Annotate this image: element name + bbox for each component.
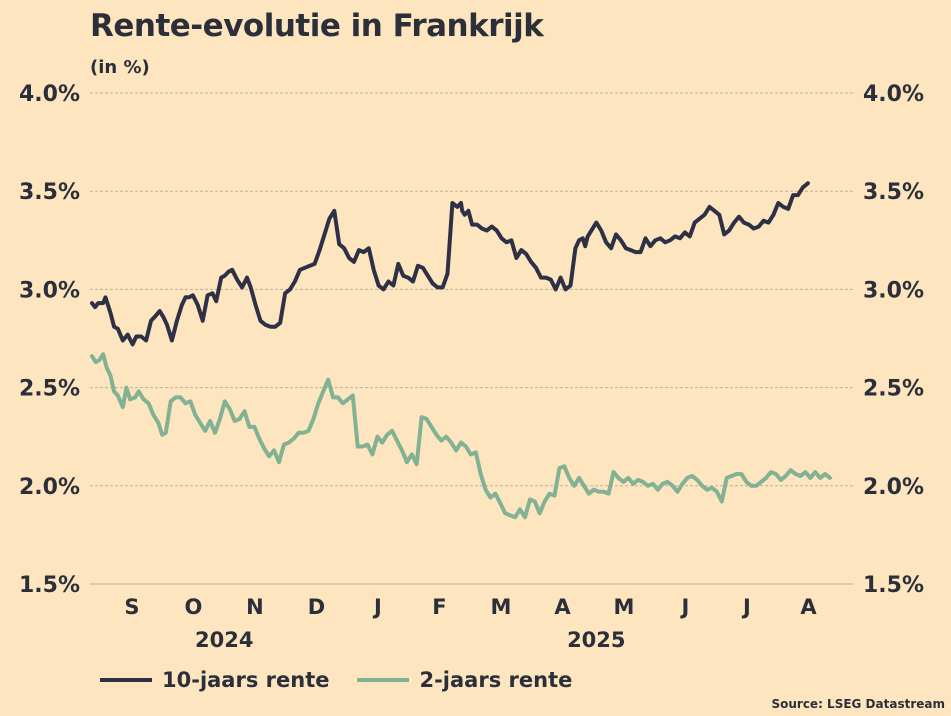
legend: 10-jaars rente 2-jaars rente [100, 668, 600, 692]
x-tick-label: F [432, 595, 446, 619]
y-tick-label-right: 4.0% [863, 82, 924, 107]
y-tick-label-right: 3.5% [863, 180, 924, 205]
x-tick-label: J [741, 595, 751, 619]
series-line-10y [90, 181, 810, 347]
year-label: 2025 [567, 628, 625, 652]
x-tick-label: J [372, 595, 382, 619]
x-tick-label: M [614, 595, 635, 619]
legend-item-2y: 2-jaars rente [357, 668, 572, 692]
y-tick-label-left: 2.5% [19, 377, 80, 402]
y-tick-label-right: 1.5% [863, 573, 924, 598]
y-tick-label-left: 3.0% [19, 278, 80, 303]
x-tick-label: D [308, 595, 325, 619]
x-tick-label: N [246, 595, 264, 619]
legend-item-10y: 10-jaars rente [100, 668, 329, 692]
legend-swatch-2y [357, 678, 410, 682]
source-note: Source: LSEG Datastream [771, 697, 945, 711]
x-tick-label: S [124, 595, 139, 619]
chart-title: Rente-evolutie in Frankrijk [90, 8, 544, 44]
series-line-2y [90, 352, 832, 520]
y-tick-label-right: 2.5% [863, 377, 924, 402]
y-tick-label-left: 1.5% [19, 573, 80, 598]
x-tick-label: J [680, 595, 690, 619]
x-tick-label: O [185, 595, 203, 619]
chart-subtitle: (in %) [90, 57, 150, 78]
year-label: 2024 [195, 628, 253, 652]
y-tick-label-left: 3.5% [19, 180, 80, 205]
x-tick-label: M [491, 595, 512, 619]
y-tick-label-left: 4.0% [19, 82, 80, 107]
y-tick-label-left: 2.0% [19, 475, 80, 500]
x-tick-label: A [800, 595, 817, 619]
x-tick-label: A [554, 595, 571, 619]
legend-label-10y: 10-jaars rente [162, 668, 330, 692]
y-tick-label-right: 3.0% [863, 278, 924, 303]
y-tick-label-right: 2.0% [863, 475, 924, 500]
legend-label-2y: 2-jaars rente [419, 668, 573, 692]
legend-swatch-10y [100, 678, 152, 682]
